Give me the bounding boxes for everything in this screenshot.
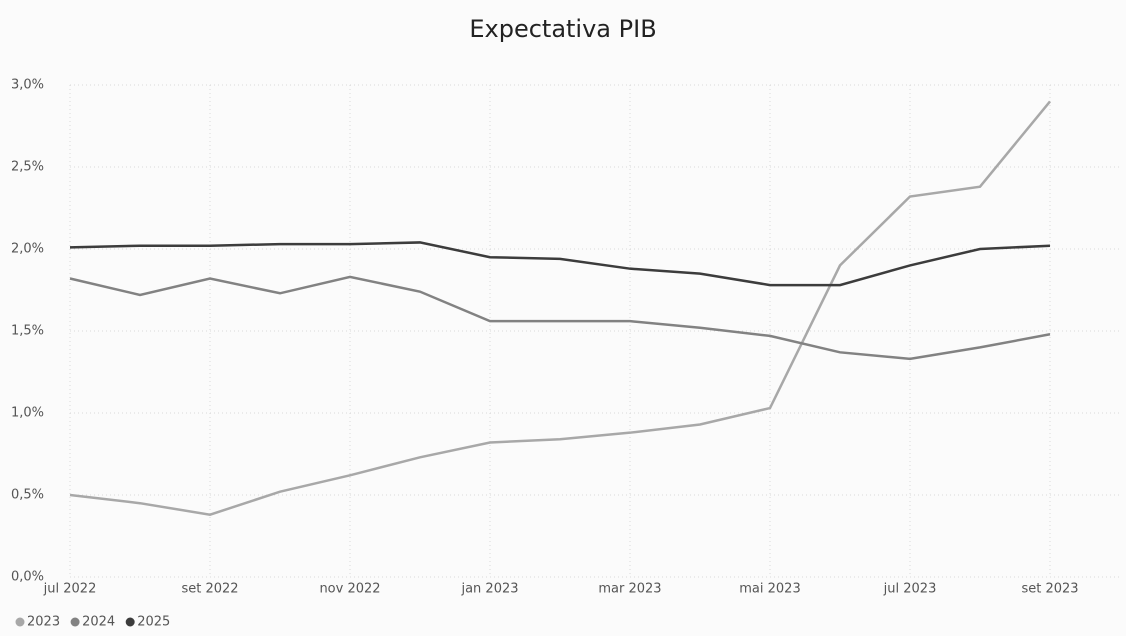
x-tick-label: mai 2023 [739,582,800,597]
x-tick-label: jul 2023 [883,582,937,597]
y-tick-label: 2,5% [11,160,44,175]
chart-title: Expectativa PIB [469,15,656,43]
x-tick-label: nov 2022 [319,582,380,597]
legend-marker [15,617,25,627]
y-tick-label: 1,5% [11,324,44,339]
legend-marker [125,617,135,627]
y-tick-label: 2,0% [11,242,44,257]
legend-label: 2025 [137,615,170,630]
series-line [69,241,1051,287]
x-tick-label: jan 2023 [460,582,518,597]
x-tick-label: set 2022 [181,582,238,597]
legend-label: 2024 [82,615,115,630]
series-line [69,100,1051,516]
legend-label: 2023 [27,615,60,630]
legend-marker [70,617,80,627]
x-tick-label: set 2023 [1021,582,1078,597]
y-tick-label: 1,0% [11,406,44,421]
y-tick-label: 0,0% [11,570,44,585]
y-tick-label: 3,0% [11,78,44,93]
x-tick-label: jul 2022 [43,582,97,597]
series-line [69,275,1051,361]
y-tick-label: 0,5% [11,488,44,503]
x-tick-label: mar 2023 [598,582,661,597]
